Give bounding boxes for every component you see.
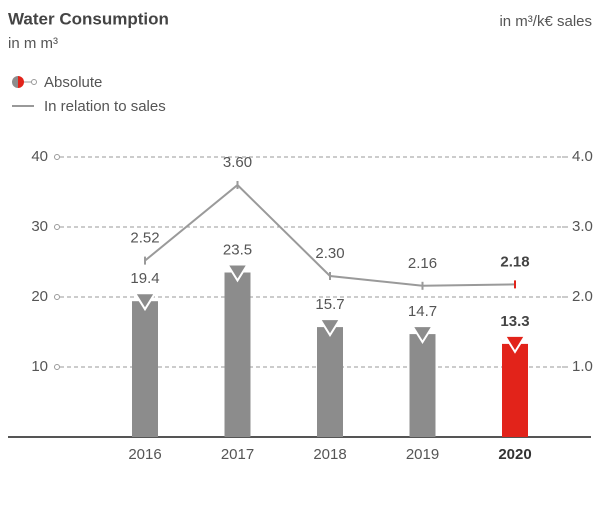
- bar: [409, 334, 436, 437]
- y-tick-label: 10: [31, 358, 48, 375]
- legend-label: Absolute: [44, 74, 102, 91]
- legend-icon: [18, 76, 24, 88]
- chart-title: Water Consumption: [8, 9, 169, 28]
- y2-tick-label: 1.0: [572, 358, 593, 375]
- data-label: 3.60: [223, 154, 252, 171]
- legend-icon: [31, 79, 37, 85]
- x-tick-label: 2020: [498, 446, 531, 463]
- y2-tick-label: 3.0: [572, 218, 593, 235]
- bar-marker: [503, 334, 527, 354]
- data-label: 19.4: [130, 270, 159, 287]
- legend: Absolute In relation to sales: [12, 74, 166, 115]
- y-tick-label: 20: [31, 288, 48, 305]
- tick-mark: [54, 364, 60, 370]
- y-tick-label: 30: [31, 218, 48, 235]
- data-label: 14.7: [408, 303, 437, 320]
- bar-marker: [133, 292, 157, 312]
- data-label: 2.16: [408, 255, 437, 272]
- x-tick-label: 2017: [221, 446, 254, 463]
- bar-marker: [410, 325, 435, 344]
- bar: [132, 301, 158, 437]
- bar-marker: [225, 263, 250, 283]
- data-label: 2.18: [500, 253, 529, 270]
- y2-tick-label: 2.0: [572, 288, 593, 305]
- x-tick-label: 2019: [406, 446, 439, 463]
- x-tick-label: 2016: [128, 446, 161, 463]
- bar: [224, 272, 251, 437]
- data-label: 2.30: [315, 245, 344, 262]
- y2-tick-label: 4.0: [572, 148, 593, 165]
- data-label: 13.3: [500, 313, 529, 330]
- data-label: 15.7: [315, 296, 344, 313]
- tick-mark: [54, 294, 60, 300]
- legend-icon: [12, 76, 18, 88]
- y-tick-label: 40: [31, 148, 48, 165]
- chart-subtitle: in m m³: [8, 35, 58, 52]
- tick-mark: [54, 224, 60, 230]
- data-label: 23.5: [223, 241, 252, 258]
- data-label: 2.52: [130, 230, 159, 247]
- legend-label: In relation to sales: [44, 98, 166, 115]
- x-tick-label: 2018: [313, 446, 346, 463]
- line: [144, 183, 516, 287]
- tick-mark: [54, 154, 60, 160]
- y2-axis-label: in m³/k€ sales: [499, 13, 592, 30]
- bar: [502, 343, 528, 437]
- bar-marker: [318, 318, 342, 337]
- bar: [317, 327, 343, 437]
